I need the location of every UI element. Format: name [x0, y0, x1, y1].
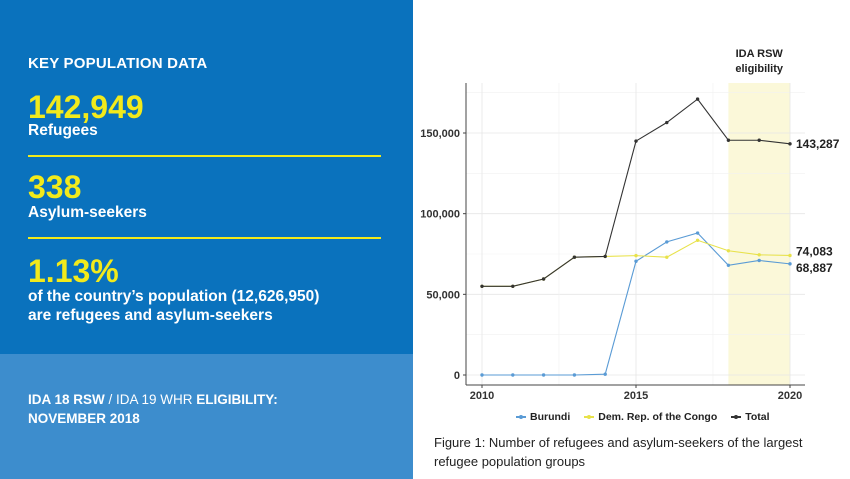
data-point-total	[511, 284, 515, 288]
data-point-drc	[665, 255, 669, 259]
line-chart: IDA RSW eligibility 0 50,000 100,000 150,000 2…	[413, 0, 850, 479]
legend-item-burundi: Burundi	[516, 411, 570, 423]
eligibility-separator: / IDA 19 WHR	[104, 392, 197, 407]
data-point-burundi	[603, 372, 607, 376]
data-point-burundi	[511, 373, 515, 377]
data-point-total	[665, 120, 669, 125]
legend-swatch-burundi	[516, 415, 526, 419]
data-point-drc	[634, 253, 638, 258]
data-point-burundi	[634, 259, 638, 263]
band-label: IDA RSW	[736, 48, 784, 60]
population-share-label-line2: are refugees and asylum-seekers	[28, 307, 273, 324]
data-point-burundi	[665, 240, 669, 244]
divider	[28, 237, 381, 239]
data-point-drc	[757, 253, 761, 257]
data-point-burundi	[757, 258, 761, 263]
data-point-total	[480, 284, 484, 288]
data-point-total	[541, 277, 546, 281]
x-tick-label: 2020	[778, 390, 802, 402]
eligibility-text: IDA 18 RSW / IDA 19 WHR ELIGIBILITY: NOV…	[28, 390, 358, 428]
data-point-drc	[695, 238, 700, 242]
data-point-burundi	[788, 262, 792, 266]
asylum-seekers-label: Asylum-seekers	[28, 204, 147, 221]
legend-swatch-total	[731, 415, 742, 419]
y-tick-label: 0	[454, 370, 460, 382]
panel-title: KEY POPULATION DATA	[28, 55, 208, 72]
legend-label-drc: Dem. Rep. of the Congo	[598, 411, 718, 423]
key-data-panel: KEY POPULATION DATA 142,949 Refugees 338…	[0, 0, 413, 479]
data-point-total	[788, 142, 792, 146]
eligibility-program: IDA 18 RSW	[28, 392, 105, 407]
divider	[28, 155, 381, 157]
end-label-total: 143,287	[796, 137, 840, 151]
population-share-label-line1: of the country’s population (12,626,950)	[28, 288, 320, 305]
data-point-total	[603, 254, 607, 259]
data-point-burundi	[541, 373, 546, 377]
eligibility-date: NOVEMBER 2018	[28, 411, 140, 426]
legend-item-total: Total	[731, 411, 770, 423]
asylum-seekers-value: 338	[28, 169, 82, 205]
legend-swatch-drc	[584, 415, 595, 419]
eligibility-heading: ELIGIBILITY:	[196, 392, 278, 407]
refugees-label: Refugees	[28, 122, 98, 139]
legend-item-drc: Dem. Rep. of the Congo	[584, 411, 717, 423]
chart-legend: Burundi Dem. Rep. of the Congo Total	[516, 411, 770, 423]
key-data-top	[0, 0, 413, 354]
chart-svg: IDA RSW eligibility 0 50,000 100,000 150,000 2…	[420, 48, 840, 402]
y-tick-label: 50,000	[426, 289, 460, 301]
data-point-burundi	[695, 231, 700, 235]
data-point-total	[572, 255, 577, 259]
y-tick-label: 100,000	[420, 209, 460, 221]
end-label-burundi: 68,887	[796, 261, 833, 275]
caption-line2: refugee population groups	[434, 454, 586, 469]
eligibility-section	[0, 354, 413, 479]
data-point-drc	[726, 249, 731, 253]
figure-caption: Figure 1: Number of refugees and asylum-…	[434, 433, 839, 471]
data-point-burundi	[480, 373, 484, 377]
data-point-burundi	[726, 263, 731, 267]
refugees-value: 142,949	[28, 89, 144, 125]
y-tick-label: 150,000	[420, 128, 460, 140]
legend-label-total: Total	[745, 411, 770, 423]
end-label-drc: 74,083	[796, 244, 833, 258]
population-share-value: 1.13%	[28, 253, 119, 289]
caption-line1: Figure 1: Number of refugees and asylum-…	[434, 435, 803, 450]
data-point-total	[726, 138, 731, 142]
data-point-total	[757, 138, 761, 142]
legend-label-burundi: Burundi	[530, 411, 571, 423]
x-tick-label: 2015	[624, 390, 648, 402]
eligibility-band	[728, 83, 790, 385]
data-point-total	[634, 139, 638, 143]
x-tick-label: 2010	[470, 390, 494, 402]
data-point-burundi	[572, 373, 577, 377]
data-point-total	[695, 97, 700, 101]
band-label: eligibility	[735, 63, 784, 75]
data-point-drc	[788, 253, 792, 258]
